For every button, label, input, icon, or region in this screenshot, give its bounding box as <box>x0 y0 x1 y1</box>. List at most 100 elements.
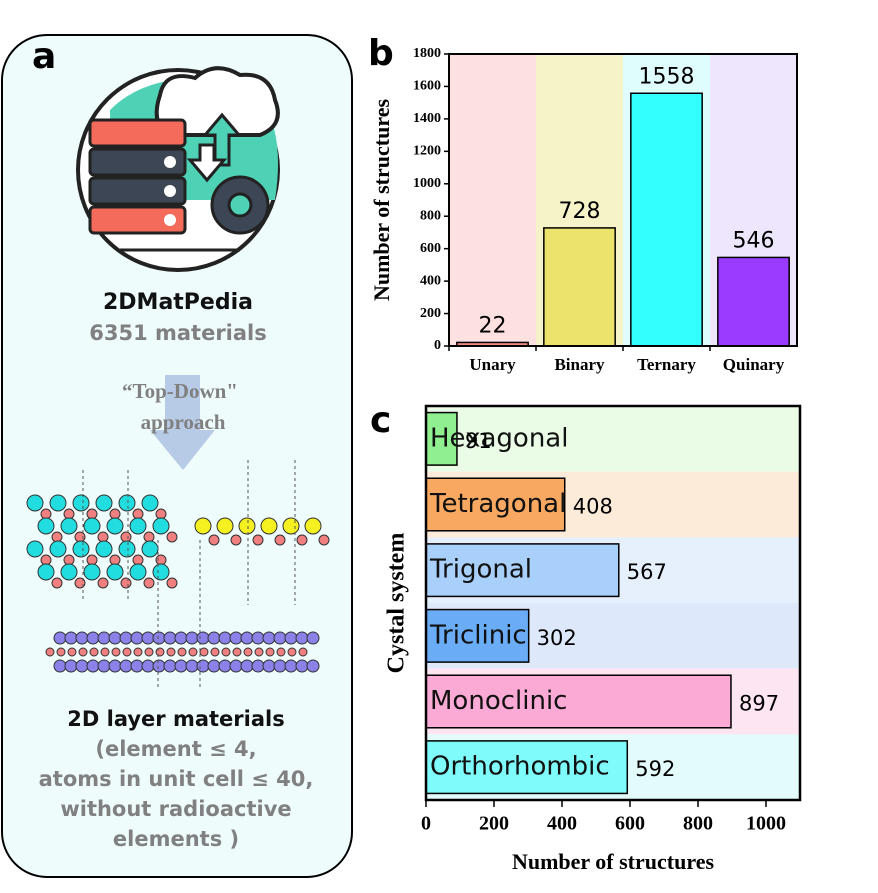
atom <box>67 647 77 657</box>
atom <box>60 563 78 581</box>
atom <box>243 647 253 657</box>
x-tick-label: 1000 <box>746 813 786 835</box>
atom <box>49 494 67 512</box>
atom <box>144 647 154 657</box>
atom <box>49 540 67 558</box>
atom <box>143 531 155 543</box>
y-tick-label: 400 <box>420 273 441 288</box>
atom <box>306 631 320 645</box>
bar <box>425 411 458 466</box>
atom <box>119 631 133 645</box>
atom <box>129 563 147 581</box>
atom <box>26 494 44 512</box>
atom <box>37 517 55 535</box>
atom <box>120 577 132 589</box>
atom <box>163 659 177 673</box>
atom <box>122 647 132 657</box>
arrow <box>150 375 215 470</box>
database-name: 2DMatPedia <box>103 290 253 315</box>
x-tick-label: 0 <box>421 813 431 835</box>
atom <box>152 631 166 645</box>
atom <box>51 531 63 543</box>
bar <box>425 543 620 598</box>
x-tick-label: Ternary <box>637 355 696 374</box>
criteria-text: (element ≤ 4, <box>95 737 256 761</box>
atom <box>185 631 199 645</box>
category-label: Orthorhombic <box>430 752 610 782</box>
atom <box>196 631 210 645</box>
x-tick-label: 200 <box>479 813 509 835</box>
atom <box>130 659 144 673</box>
atom <box>97 631 111 645</box>
y-tick-label: 1200 <box>413 144 441 159</box>
bar <box>543 227 616 347</box>
atom <box>72 540 90 558</box>
atom <box>152 563 170 581</box>
value-label: 592 <box>635 757 675 781</box>
atom <box>75 659 89 673</box>
atom <box>298 647 308 657</box>
criteria-text: elements ) <box>113 827 239 851</box>
atom <box>194 517 212 535</box>
panel-label: b <box>368 33 394 74</box>
x-tick-label: 600 <box>615 813 645 835</box>
atom <box>53 631 67 645</box>
atom <box>188 647 198 657</box>
category-band <box>449 54 536 346</box>
bar <box>717 256 790 347</box>
value-label: 22 <box>479 313 507 338</box>
y-tick-label: 1600 <box>413 79 441 94</box>
atom <box>166 647 176 657</box>
atom <box>276 647 286 657</box>
atom <box>304 517 322 535</box>
x-tick-label: 800 <box>683 813 713 835</box>
atom <box>221 647 231 657</box>
atom <box>174 659 188 673</box>
value-label: 728 <box>559 199 601 224</box>
atom <box>133 647 143 657</box>
atom <box>26 540 44 558</box>
atom <box>143 577 155 589</box>
y-tick-label: 1400 <box>413 111 441 126</box>
atom <box>287 647 297 657</box>
value-label: 546 <box>733 228 775 253</box>
atom <box>111 647 121 657</box>
atom <box>95 494 113 512</box>
atom <box>210 647 220 657</box>
atom <box>229 659 243 673</box>
atom <box>86 631 100 645</box>
atom <box>251 631 265 645</box>
atom <box>230 534 242 546</box>
atom <box>232 647 242 657</box>
atom <box>318 534 330 546</box>
atom <box>141 540 159 558</box>
atom <box>108 631 122 645</box>
atom <box>166 531 178 543</box>
y-tick-label: 600 <box>420 241 441 256</box>
criteria-text: atoms in unit cell ≤ 40, <box>39 767 314 791</box>
atom <box>177 647 187 657</box>
x-axis-label: Number of structures <box>512 849 714 874</box>
atom <box>254 647 264 657</box>
atom <box>106 563 124 581</box>
atom <box>185 659 199 673</box>
atom <box>238 517 256 535</box>
category-label: Triclinic <box>429 620 527 650</box>
category-label: Trigonal <box>429 555 532 585</box>
atom <box>141 631 155 645</box>
atom <box>83 563 101 581</box>
atom <box>130 631 144 645</box>
atom <box>118 540 136 558</box>
y-tick-label: 0 <box>434 338 441 353</box>
atom <box>265 647 275 657</box>
panel-label: c <box>370 400 391 441</box>
atom <box>152 517 170 535</box>
atom <box>86 659 100 673</box>
atom <box>207 631 221 645</box>
atom <box>141 494 159 512</box>
atom <box>53 659 67 673</box>
axes-frame <box>424 404 802 802</box>
atom <box>260 517 278 535</box>
atom <box>152 659 166 673</box>
atom <box>56 647 66 657</box>
